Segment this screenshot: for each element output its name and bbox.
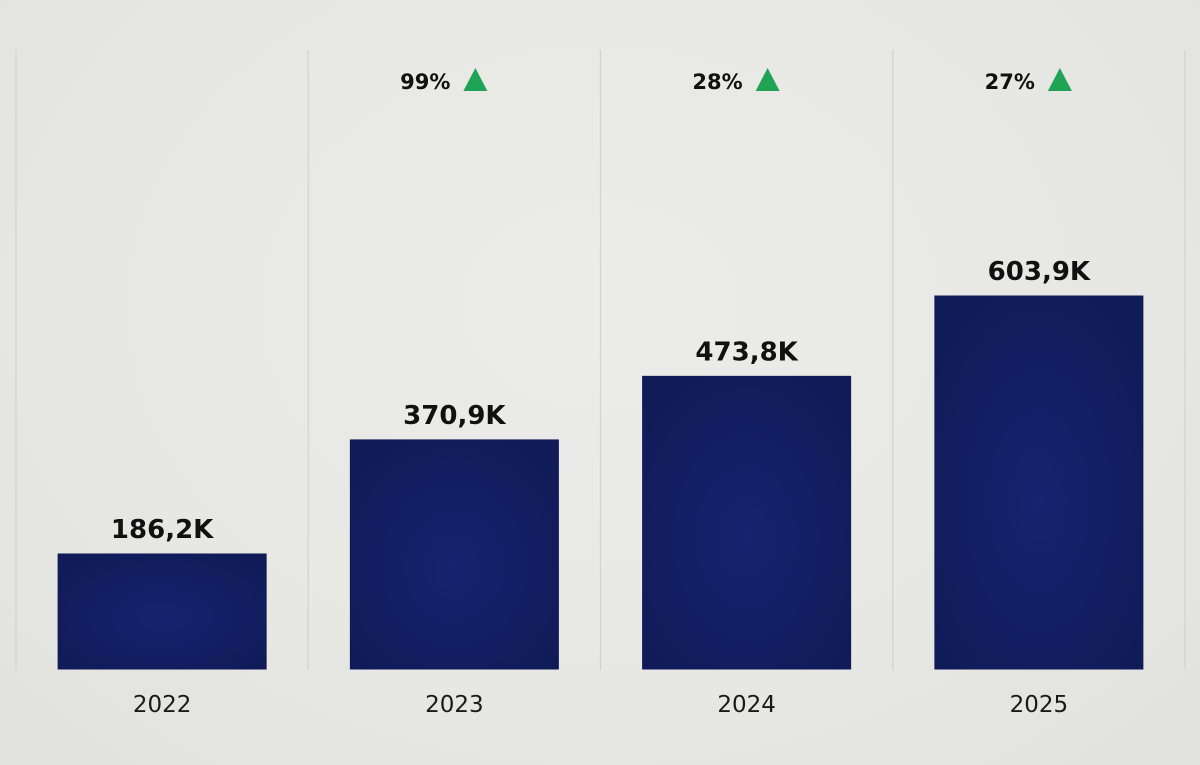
bar-2025 — [934, 295, 1144, 670]
bar-2022 — [57, 553, 267, 670]
year-label-2022: 2022 — [133, 692, 192, 718]
column-separators — [15, 50, 1186, 670]
growth-labels-group: 99% 28% 27% — [400, 68, 1072, 94]
growth-label-2024: 28% — [692, 70, 742, 94]
up-triangle-icon — [463, 68, 488, 91]
value-label-2023: 370,9K — [403, 401, 506, 431]
bar-2023 — [349, 439, 559, 670]
year-label-2023: 2023 — [425, 692, 484, 718]
value-label-2025: 603,9K — [988, 257, 1091, 287]
year-labels-group: 2022 2023 2024 2025 — [133, 692, 1068, 718]
bars-group — [57, 295, 1144, 670]
value-label-2022: 186,2K — [111, 515, 214, 545]
growth-label-2025: 27% — [985, 70, 1035, 94]
up-triangle-icon — [755, 68, 780, 91]
growth-label-2023: 99% — [400, 70, 450, 94]
year-label-2025: 2025 — [1010, 692, 1069, 718]
bar-2024 — [642, 375, 852, 670]
up-triangle-icon — [1047, 68, 1072, 91]
value-label-2024: 473,8K — [695, 337, 798, 367]
value-labels-group: 186,2K 370,9K 473,8K 603,9K — [111, 257, 1091, 545]
year-label-2024: 2024 — [717, 692, 776, 718]
